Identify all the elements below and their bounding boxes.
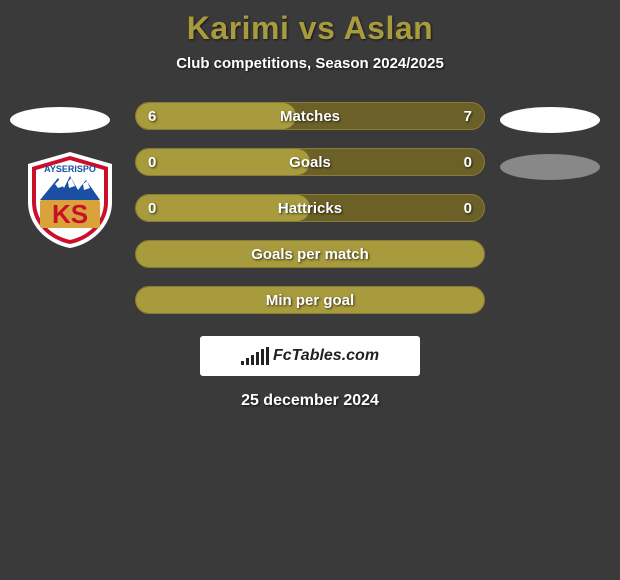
stat-value-right: 7 (464, 108, 472, 125)
brand-bar (246, 358, 249, 365)
brand-bar (241, 361, 244, 365)
stat-value-left: 6 (148, 108, 156, 125)
stat-row: 6 Matches 7 (135, 102, 485, 130)
stat-row: Goals per match (135, 240, 485, 268)
stat-row: 0 Goals 0 (135, 148, 485, 176)
stats-area: AYSERISPO KS 6Matches70Goals00Hattricks0… (0, 102, 620, 314)
stat-value-left: 0 (148, 200, 156, 217)
stat-rows: 6 Matches 7 0 Goals 0 0 Hattricks 0 Goals per mat… (135, 102, 485, 314)
kayserispor-badge-icon: AYSERISPO KS (20, 150, 120, 250)
page-title: Karimi vs Aslan (0, 10, 620, 47)
brand-bar (256, 352, 259, 365)
stat-fill (136, 149, 310, 175)
player-right-photo-placeholder (500, 107, 600, 133)
page-subtitle: Club competitions, Season 2024/2025 (0, 55, 620, 72)
stat-value-right: 0 (464, 200, 472, 217)
brand-bar (266, 347, 269, 365)
brand-bar (251, 355, 254, 365)
stat-fill (136, 103, 296, 129)
comparison-widget: Karimi vs Aslan Club competitions, Seaso… (0, 0, 620, 410)
player-left-photo-placeholder (10, 107, 110, 133)
stat-value-left: 0 (148, 154, 156, 171)
stat-label: Goals per match (251, 246, 369, 263)
date-line: 25 december 2024 (0, 392, 620, 410)
brand-box[interactable]: FcTables.com (200, 336, 420, 376)
brand-text: FcTables.com (273, 347, 379, 365)
stat-row: 0 Hattricks 0 (135, 194, 485, 222)
stat-label: Goals (289, 154, 331, 171)
brand-bar (261, 349, 264, 365)
badge-letters: KS (52, 199, 88, 229)
stat-label: Matches (280, 108, 340, 125)
brand-bars-icon (241, 347, 269, 365)
stat-label: Hattricks (278, 200, 342, 217)
badge-top-text: AYSERISPO (44, 164, 96, 174)
club-right-placeholder (500, 154, 600, 180)
stat-value-right: 0 (464, 154, 472, 171)
stat-label: Min per goal (266, 292, 354, 309)
club-left-badge: AYSERISPO KS (20, 150, 120, 250)
stat-row: Min per goal (135, 286, 485, 314)
